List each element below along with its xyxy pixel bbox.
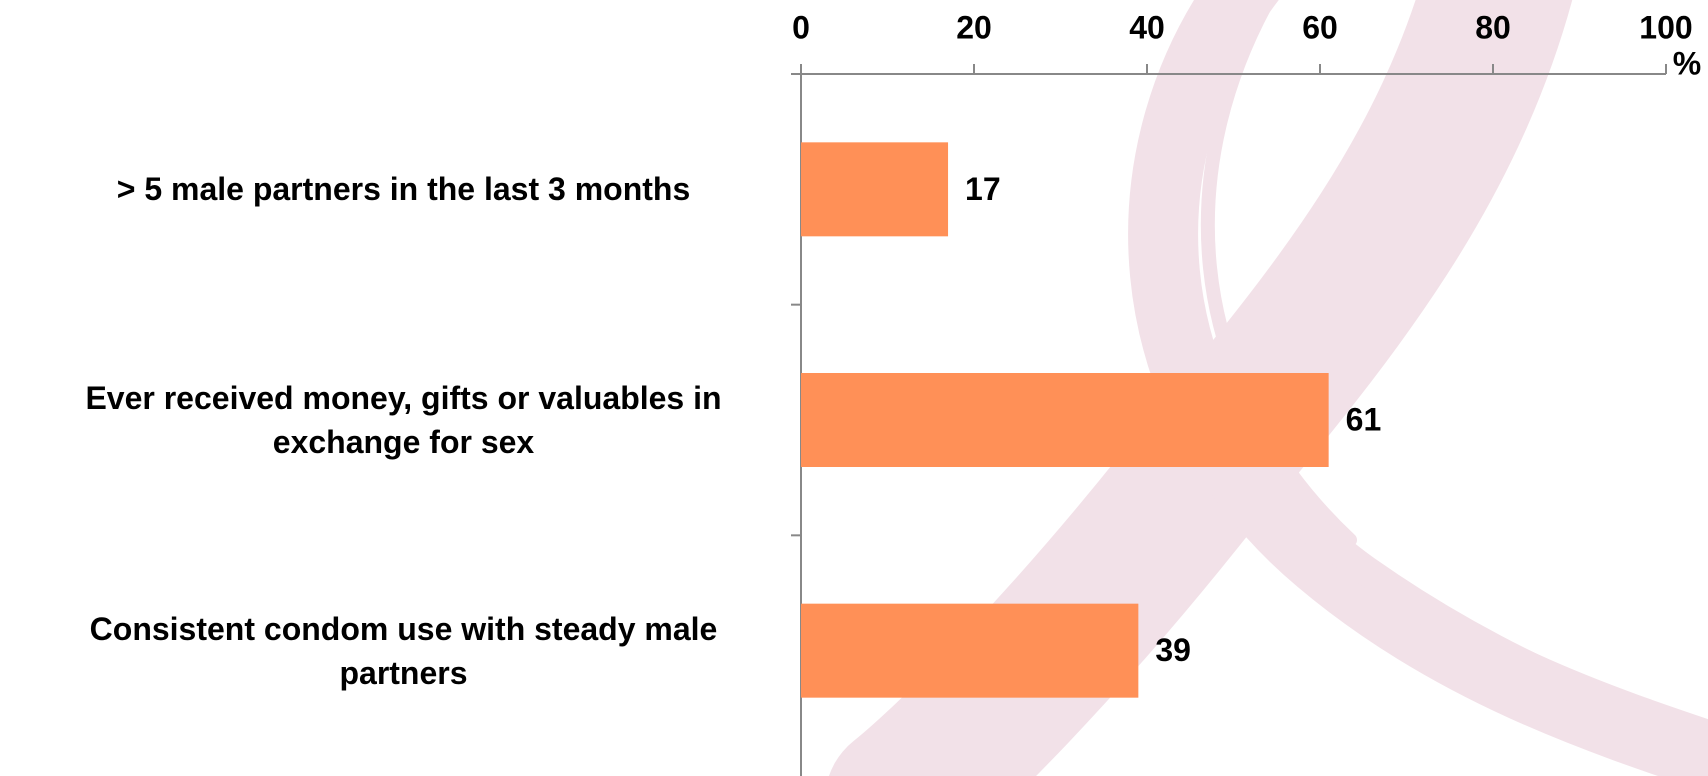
bar	[801, 603, 1139, 698]
x-tick-label: 80	[1475, 9, 1511, 45]
value-label: 39	[1155, 632, 1191, 668]
x-axis-unit: %	[1673, 45, 1701, 81]
value-label: 61	[1346, 401, 1382, 437]
x-tick-label: 0	[792, 9, 810, 45]
y-tick-label: Ever received money, gifts or valuables …	[85, 380, 722, 460]
y-tick-label: Consistent condom use with steady male p…	[89, 610, 718, 691]
bar	[801, 142, 949, 237]
value-label: 17	[965, 171, 1001, 207]
x-tick-label: 40	[1129, 9, 1165, 45]
x-tick-label: 60	[1302, 9, 1338, 45]
x-tick-label: 100	[1639, 9, 1692, 45]
y-tick-label: > 5 male partners in the last 3 months	[116, 171, 691, 208]
x-tick-label: 20	[956, 9, 992, 45]
bar	[801, 373, 1329, 467]
background-ribbon	[829, 0, 1708, 776]
